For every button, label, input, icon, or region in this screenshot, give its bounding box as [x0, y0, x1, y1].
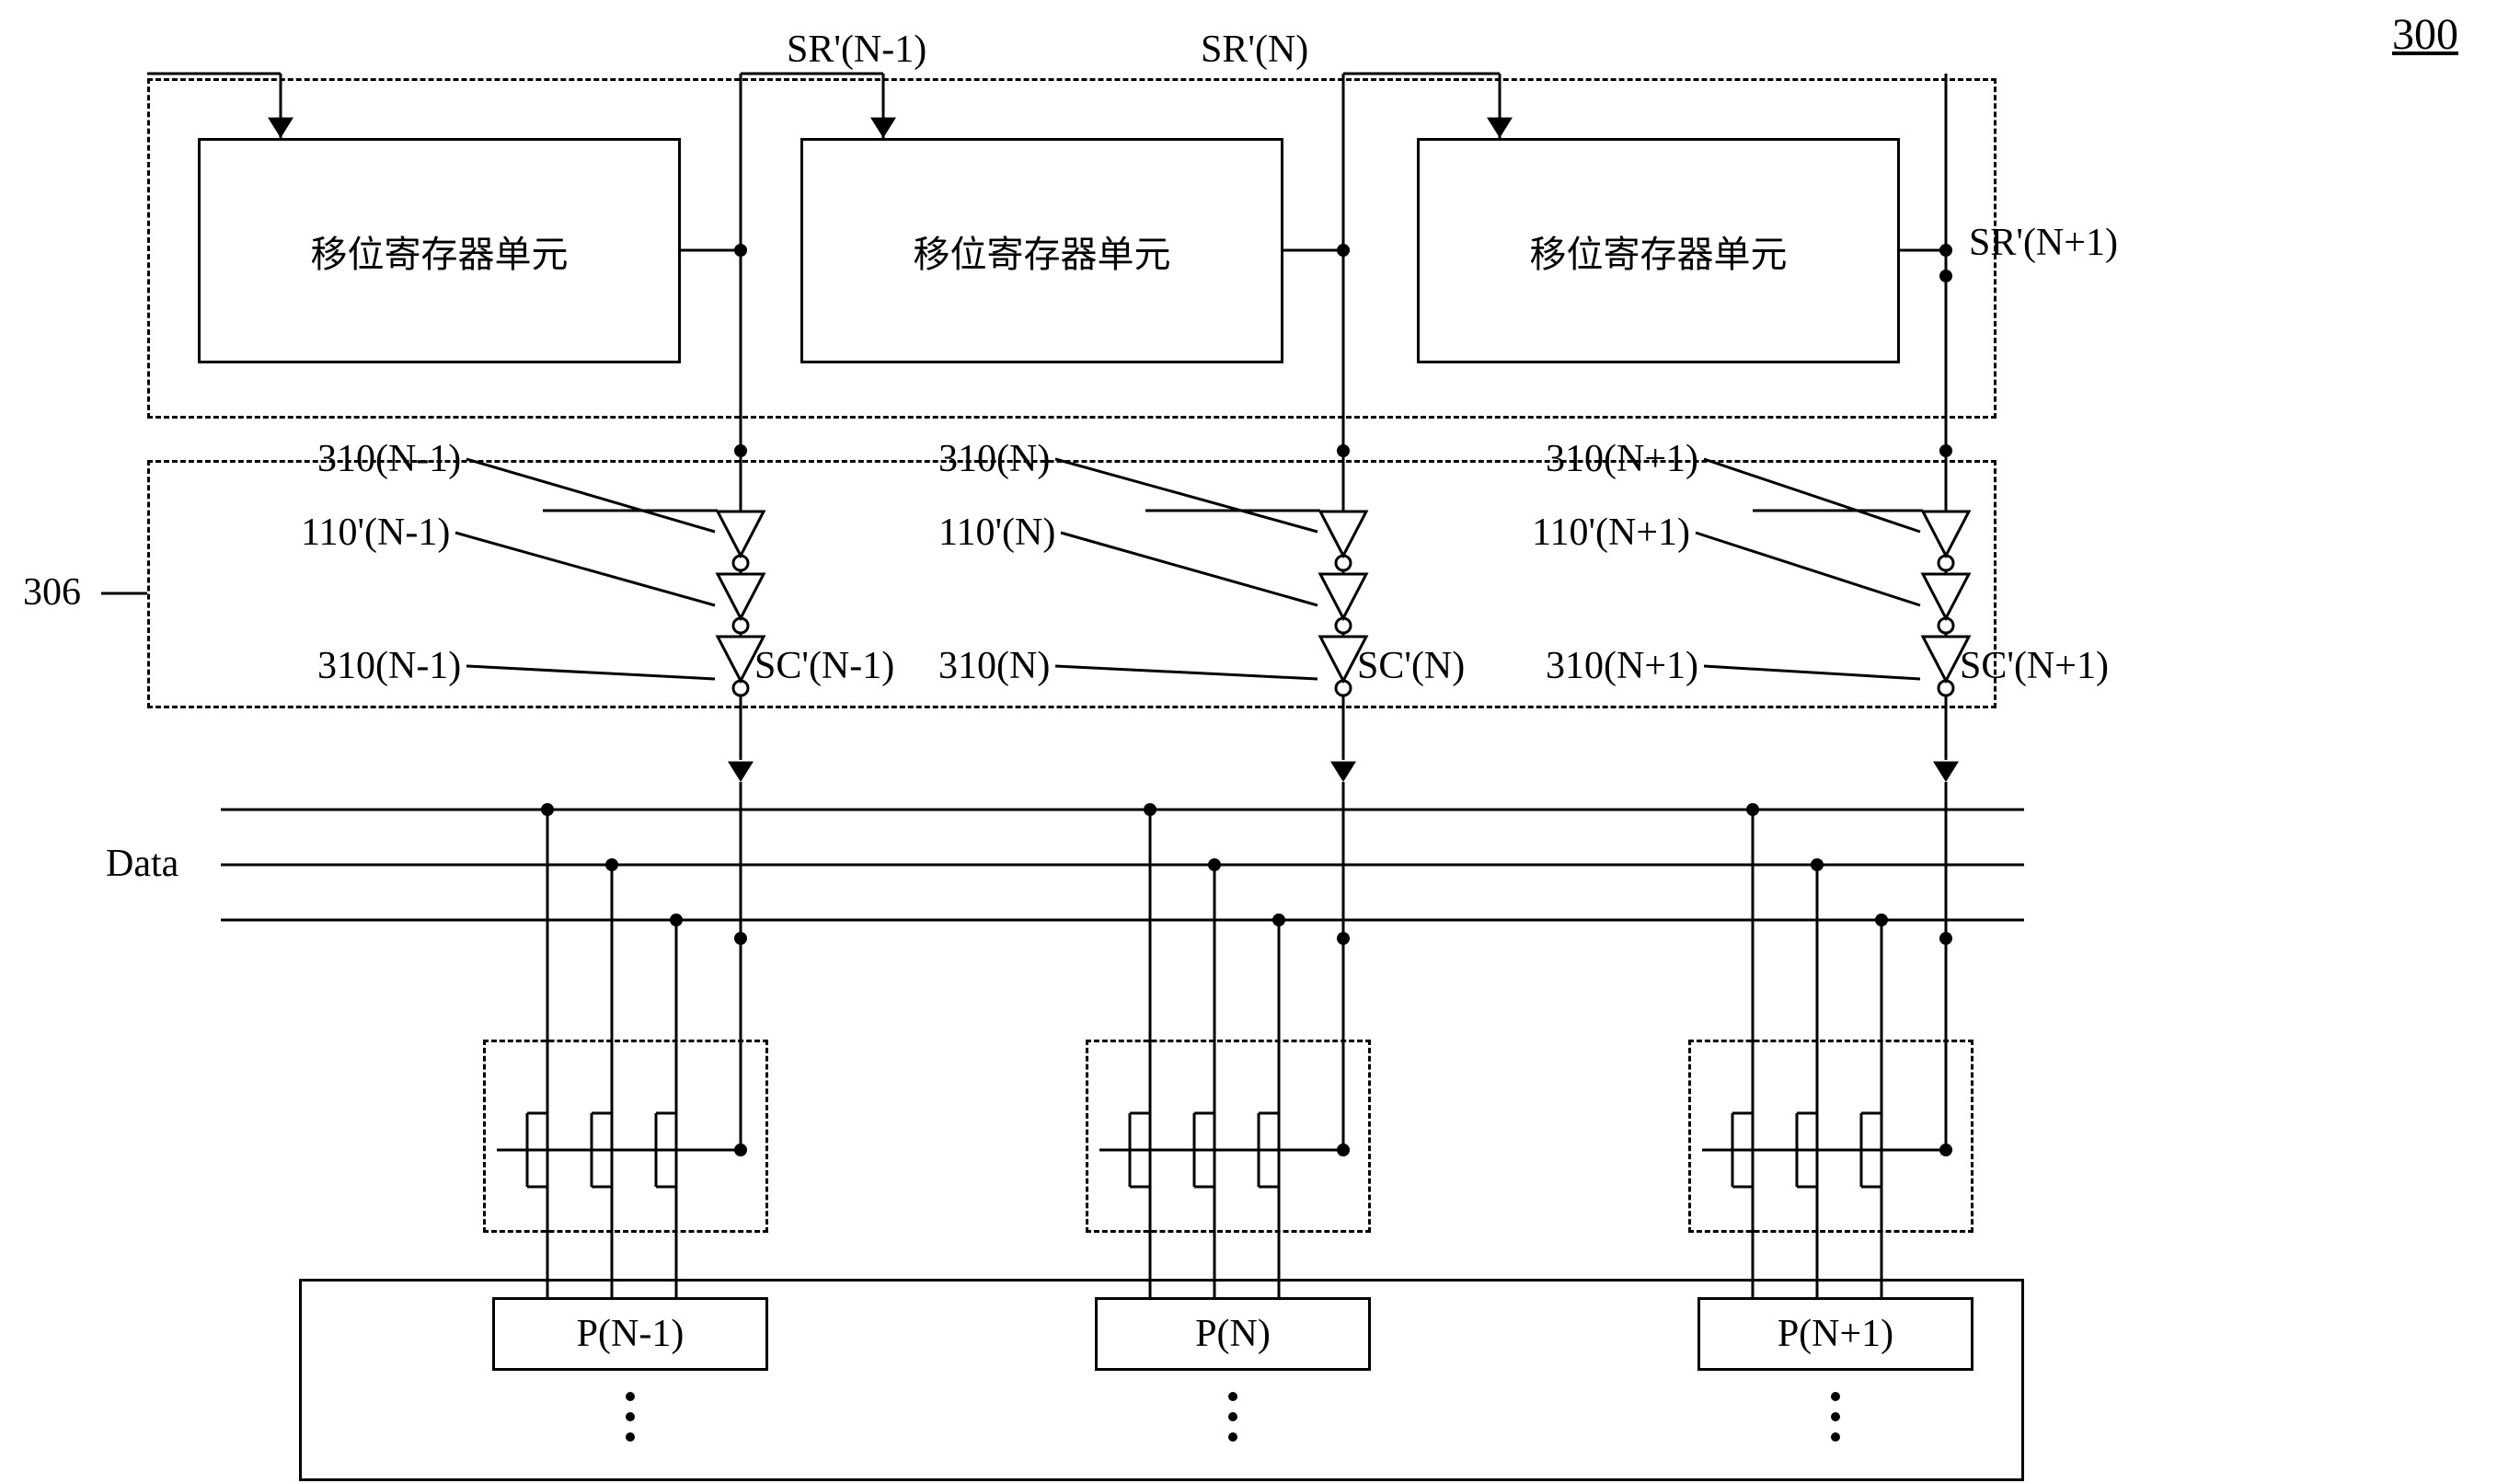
buf-310-bot-np1: 310(N+1): [1546, 644, 1698, 688]
buf-310-bot-n: 310(N): [938, 644, 1050, 688]
buf-310-top-n: 310(N): [938, 437, 1050, 481]
sr-unit-label: 移位寄存器单元: [1530, 224, 1788, 278]
buf-310-top-nm1: 310(N-1): [317, 437, 461, 481]
p-box-n: P(N): [1095, 1297, 1371, 1371]
sr-out-label-n: SR'(N): [1201, 28, 1308, 72]
shift-register-unit-nm1: 移位寄存器单元: [198, 138, 681, 363]
buf-310-top-np1: 310(N+1): [1546, 437, 1698, 481]
buf-110-n: 110'(N): [938, 511, 1055, 555]
buf-110-np1: 110'(N+1): [1532, 511, 1690, 555]
diagram-canvas: 移位寄存器单元 移位寄存器单元 移位寄存器单元 P(N-1) P(N) P(N+…: [0, 0, 2520, 1483]
p-label-n: P(N): [1195, 1312, 1271, 1356]
shift-register-unit-np1: 移位寄存器单元: [1417, 138, 1900, 363]
buf-310-bot-nm1: 310(N-1): [317, 644, 461, 688]
transistor-group-nm1: [483, 1040, 768, 1233]
data-bus-label: Data: [106, 842, 178, 886]
p-box-np1: P(N+1): [1697, 1297, 1973, 1371]
p-label-np1: P(N+1): [1778, 1312, 1893, 1356]
sc-label-nm1: SC'(N-1): [754, 644, 894, 688]
ref-306: 306: [23, 570, 81, 615]
transistor-group-n: [1086, 1040, 1371, 1233]
sc-label-n: SC'(N): [1357, 644, 1465, 688]
figure-number: 300: [2392, 9, 2458, 60]
p-label-nm1: P(N-1): [577, 1312, 685, 1356]
transistor-group-np1: [1688, 1040, 1973, 1233]
sr-out-label-nm1: SR'(N-1): [787, 28, 926, 72]
buf-110-nm1: 110'(N-1): [301, 511, 450, 555]
sr-unit-label: 移位寄存器单元: [914, 224, 1171, 278]
sr-out-label-np1: SR'(N+1): [1969, 221, 2118, 265]
sc-label-np1: SC'(N+1): [1960, 644, 2109, 688]
p-box-nm1: P(N-1): [492, 1297, 768, 1371]
shift-register-unit-n: 移位寄存器单元: [800, 138, 1283, 363]
sr-unit-label: 移位寄存器单元: [311, 224, 569, 278]
